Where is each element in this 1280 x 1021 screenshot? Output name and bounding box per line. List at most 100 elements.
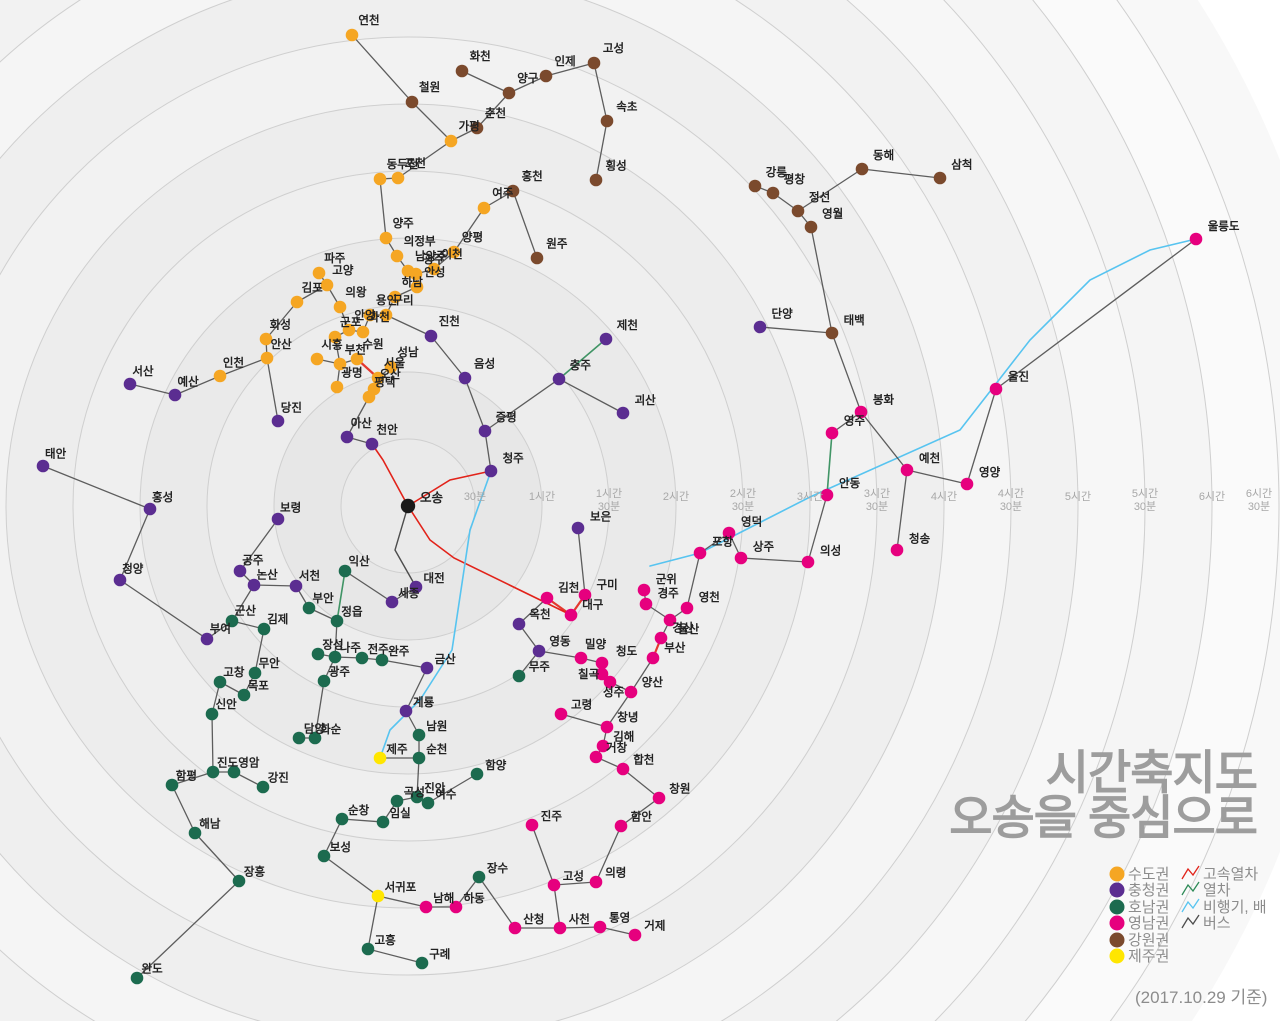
svg-text:청주: 청주 bbox=[503, 451, 525, 465]
svg-text:정읍: 정읍 bbox=[341, 605, 363, 619]
svg-text:아산: 아산 bbox=[351, 416, 373, 430]
svg-text:제주: 제주 bbox=[386, 742, 408, 756]
svg-text:호남권: 호남권 bbox=[1128, 899, 1169, 916]
svg-text:서천: 서천 bbox=[299, 569, 320, 583]
svg-text:양산: 양산 bbox=[642, 675, 664, 689]
svg-text:안동: 안동 bbox=[839, 476, 861, 490]
svg-text:하남: 하남 bbox=[402, 275, 424, 289]
svg-text:군위: 군위 bbox=[656, 573, 677, 586]
svg-text:평창: 평창 bbox=[784, 172, 806, 186]
svg-text:광주: 광주 bbox=[329, 666, 351, 679]
svg-text:김천: 김천 bbox=[558, 581, 579, 595]
svg-text:군산: 군산 bbox=[235, 604, 257, 618]
svg-text:서산: 서산 bbox=[132, 364, 154, 378]
svg-text:여주: 여주 bbox=[492, 186, 514, 200]
svg-text:화성: 화성 bbox=[270, 318, 291, 332]
svg-text:의성: 의성 bbox=[820, 543, 841, 557]
svg-text:제주권: 제주권 bbox=[1128, 948, 1169, 965]
svg-text:통영: 통영 bbox=[609, 912, 630, 925]
svg-text:화순: 화순 bbox=[320, 722, 342, 736]
svg-text:논산: 논산 bbox=[257, 567, 279, 581]
svg-text:진천: 진천 bbox=[439, 314, 460, 328]
svg-text:함평: 함평 bbox=[176, 768, 197, 782]
svg-text:사천: 사천 bbox=[569, 912, 590, 926]
svg-text:부여: 부여 bbox=[210, 622, 231, 636]
svg-text:영동: 영동 bbox=[549, 635, 571, 648]
svg-text:순창: 순창 bbox=[348, 803, 370, 817]
svg-text:임실: 임실 bbox=[390, 806, 411, 820]
svg-text:광주: 광주 bbox=[423, 253, 445, 266]
svg-text:합천: 합천 bbox=[633, 752, 654, 766]
svg-text:김포: 김포 bbox=[302, 281, 324, 294]
svg-text:홍성: 홍성 bbox=[152, 490, 173, 504]
svg-text:평택: 평택 bbox=[374, 375, 395, 389]
svg-text:30분: 30분 bbox=[1134, 501, 1156, 513]
svg-text:순천: 순천 bbox=[426, 742, 447, 756]
svg-text:함안: 함안 bbox=[631, 810, 653, 824]
svg-text:진도: 진도 bbox=[217, 755, 239, 769]
svg-text:구미: 구미 bbox=[597, 577, 618, 591]
svg-text:6시간: 6시간 bbox=[1199, 490, 1225, 503]
svg-text:남원: 남원 bbox=[426, 719, 447, 733]
svg-text:포항: 포항 bbox=[712, 535, 734, 549]
svg-text:고양: 고양 bbox=[332, 263, 354, 277]
svg-text:2시간: 2시간 bbox=[663, 490, 689, 503]
svg-text:전주: 전주 bbox=[368, 642, 390, 656]
svg-text:30분: 30분 bbox=[464, 491, 486, 503]
svg-text:고창: 고창 bbox=[223, 665, 245, 679]
svg-text:의정부: 의정부 bbox=[404, 234, 436, 248]
svg-text:이천: 이천 bbox=[442, 247, 463, 261]
svg-text:30분: 30분 bbox=[1000, 501, 1022, 513]
svg-text:보령: 보령 bbox=[280, 501, 301, 514]
svg-text:진주: 진주 bbox=[541, 809, 563, 823]
svg-text:음성: 음성 bbox=[474, 356, 495, 370]
svg-text:영남권: 영남권 bbox=[1128, 915, 1169, 932]
svg-text:구리: 구리 bbox=[392, 293, 413, 307]
svg-text:6시간: 6시간 bbox=[1246, 487, 1272, 500]
svg-text:밀양: 밀양 bbox=[585, 637, 607, 651]
svg-text:시흥: 시흥 bbox=[321, 337, 343, 351]
svg-text:오송을 중심으로: 오송을 중심으로 bbox=[949, 791, 1257, 844]
svg-text:고속열차: 고속열차 bbox=[1203, 866, 1258, 883]
svg-text:인천: 인천 bbox=[223, 355, 244, 369]
svg-text:양평: 양평 bbox=[462, 230, 483, 244]
svg-text:청도: 청도 bbox=[616, 644, 638, 658]
svg-text:청양: 청양 bbox=[122, 562, 144, 576]
svg-text:영암: 영암 bbox=[238, 757, 260, 770]
svg-text:목포: 목포 bbox=[248, 679, 270, 692]
svg-text:30분: 30분 bbox=[732, 501, 754, 513]
svg-text:나주: 나주 bbox=[340, 641, 362, 655]
svg-text:제천: 제천 bbox=[617, 318, 638, 332]
svg-text:5시간: 5시간 bbox=[1132, 487, 1158, 500]
svg-text:옥천: 옥천 bbox=[529, 607, 550, 621]
svg-text:울릉도: 울릉도 bbox=[1208, 220, 1240, 233]
svg-text:5시간: 5시간 bbox=[1065, 490, 1091, 503]
svg-text:여수: 여수 bbox=[435, 787, 457, 801]
svg-text:안산: 안산 bbox=[271, 337, 293, 351]
svg-text:증평: 증평 bbox=[496, 410, 517, 424]
svg-text:버스: 버스 bbox=[1203, 915, 1231, 932]
svg-text:고성: 고성 bbox=[603, 41, 624, 55]
svg-text:완주: 완주 bbox=[388, 645, 410, 658]
svg-text:무안: 무안 bbox=[259, 656, 281, 670]
svg-text:신안: 신안 bbox=[216, 697, 238, 711]
svg-text:30분: 30분 bbox=[866, 501, 888, 513]
svg-text:대구: 대구 bbox=[582, 598, 604, 612]
svg-text:비행기, 배: 비행기, 배 bbox=[1203, 899, 1267, 916]
svg-text:창원: 창원 bbox=[669, 781, 690, 795]
svg-text:완도: 완도 bbox=[142, 963, 164, 976]
svg-text:동해: 동해 bbox=[873, 149, 894, 162]
svg-text:고성: 고성 bbox=[563, 869, 584, 883]
svg-text:예천: 예천 bbox=[919, 451, 940, 465]
svg-text:파주: 파주 bbox=[324, 251, 346, 265]
svg-text:강진: 강진 bbox=[268, 771, 289, 785]
svg-text:서울: 서울 bbox=[384, 356, 406, 370]
svg-text:공주: 공주 bbox=[242, 554, 264, 567]
svg-text:철원: 철원 bbox=[419, 80, 440, 94]
svg-text:해남: 해남 bbox=[199, 818, 221, 831]
svg-text:성주: 성주 bbox=[603, 685, 625, 699]
svg-text:영월: 영월 bbox=[822, 206, 843, 220]
svg-text:춘천: 춘천 bbox=[485, 106, 506, 120]
svg-text:정선: 정선 bbox=[809, 190, 830, 204]
svg-text:하동: 하동 bbox=[464, 891, 486, 905]
